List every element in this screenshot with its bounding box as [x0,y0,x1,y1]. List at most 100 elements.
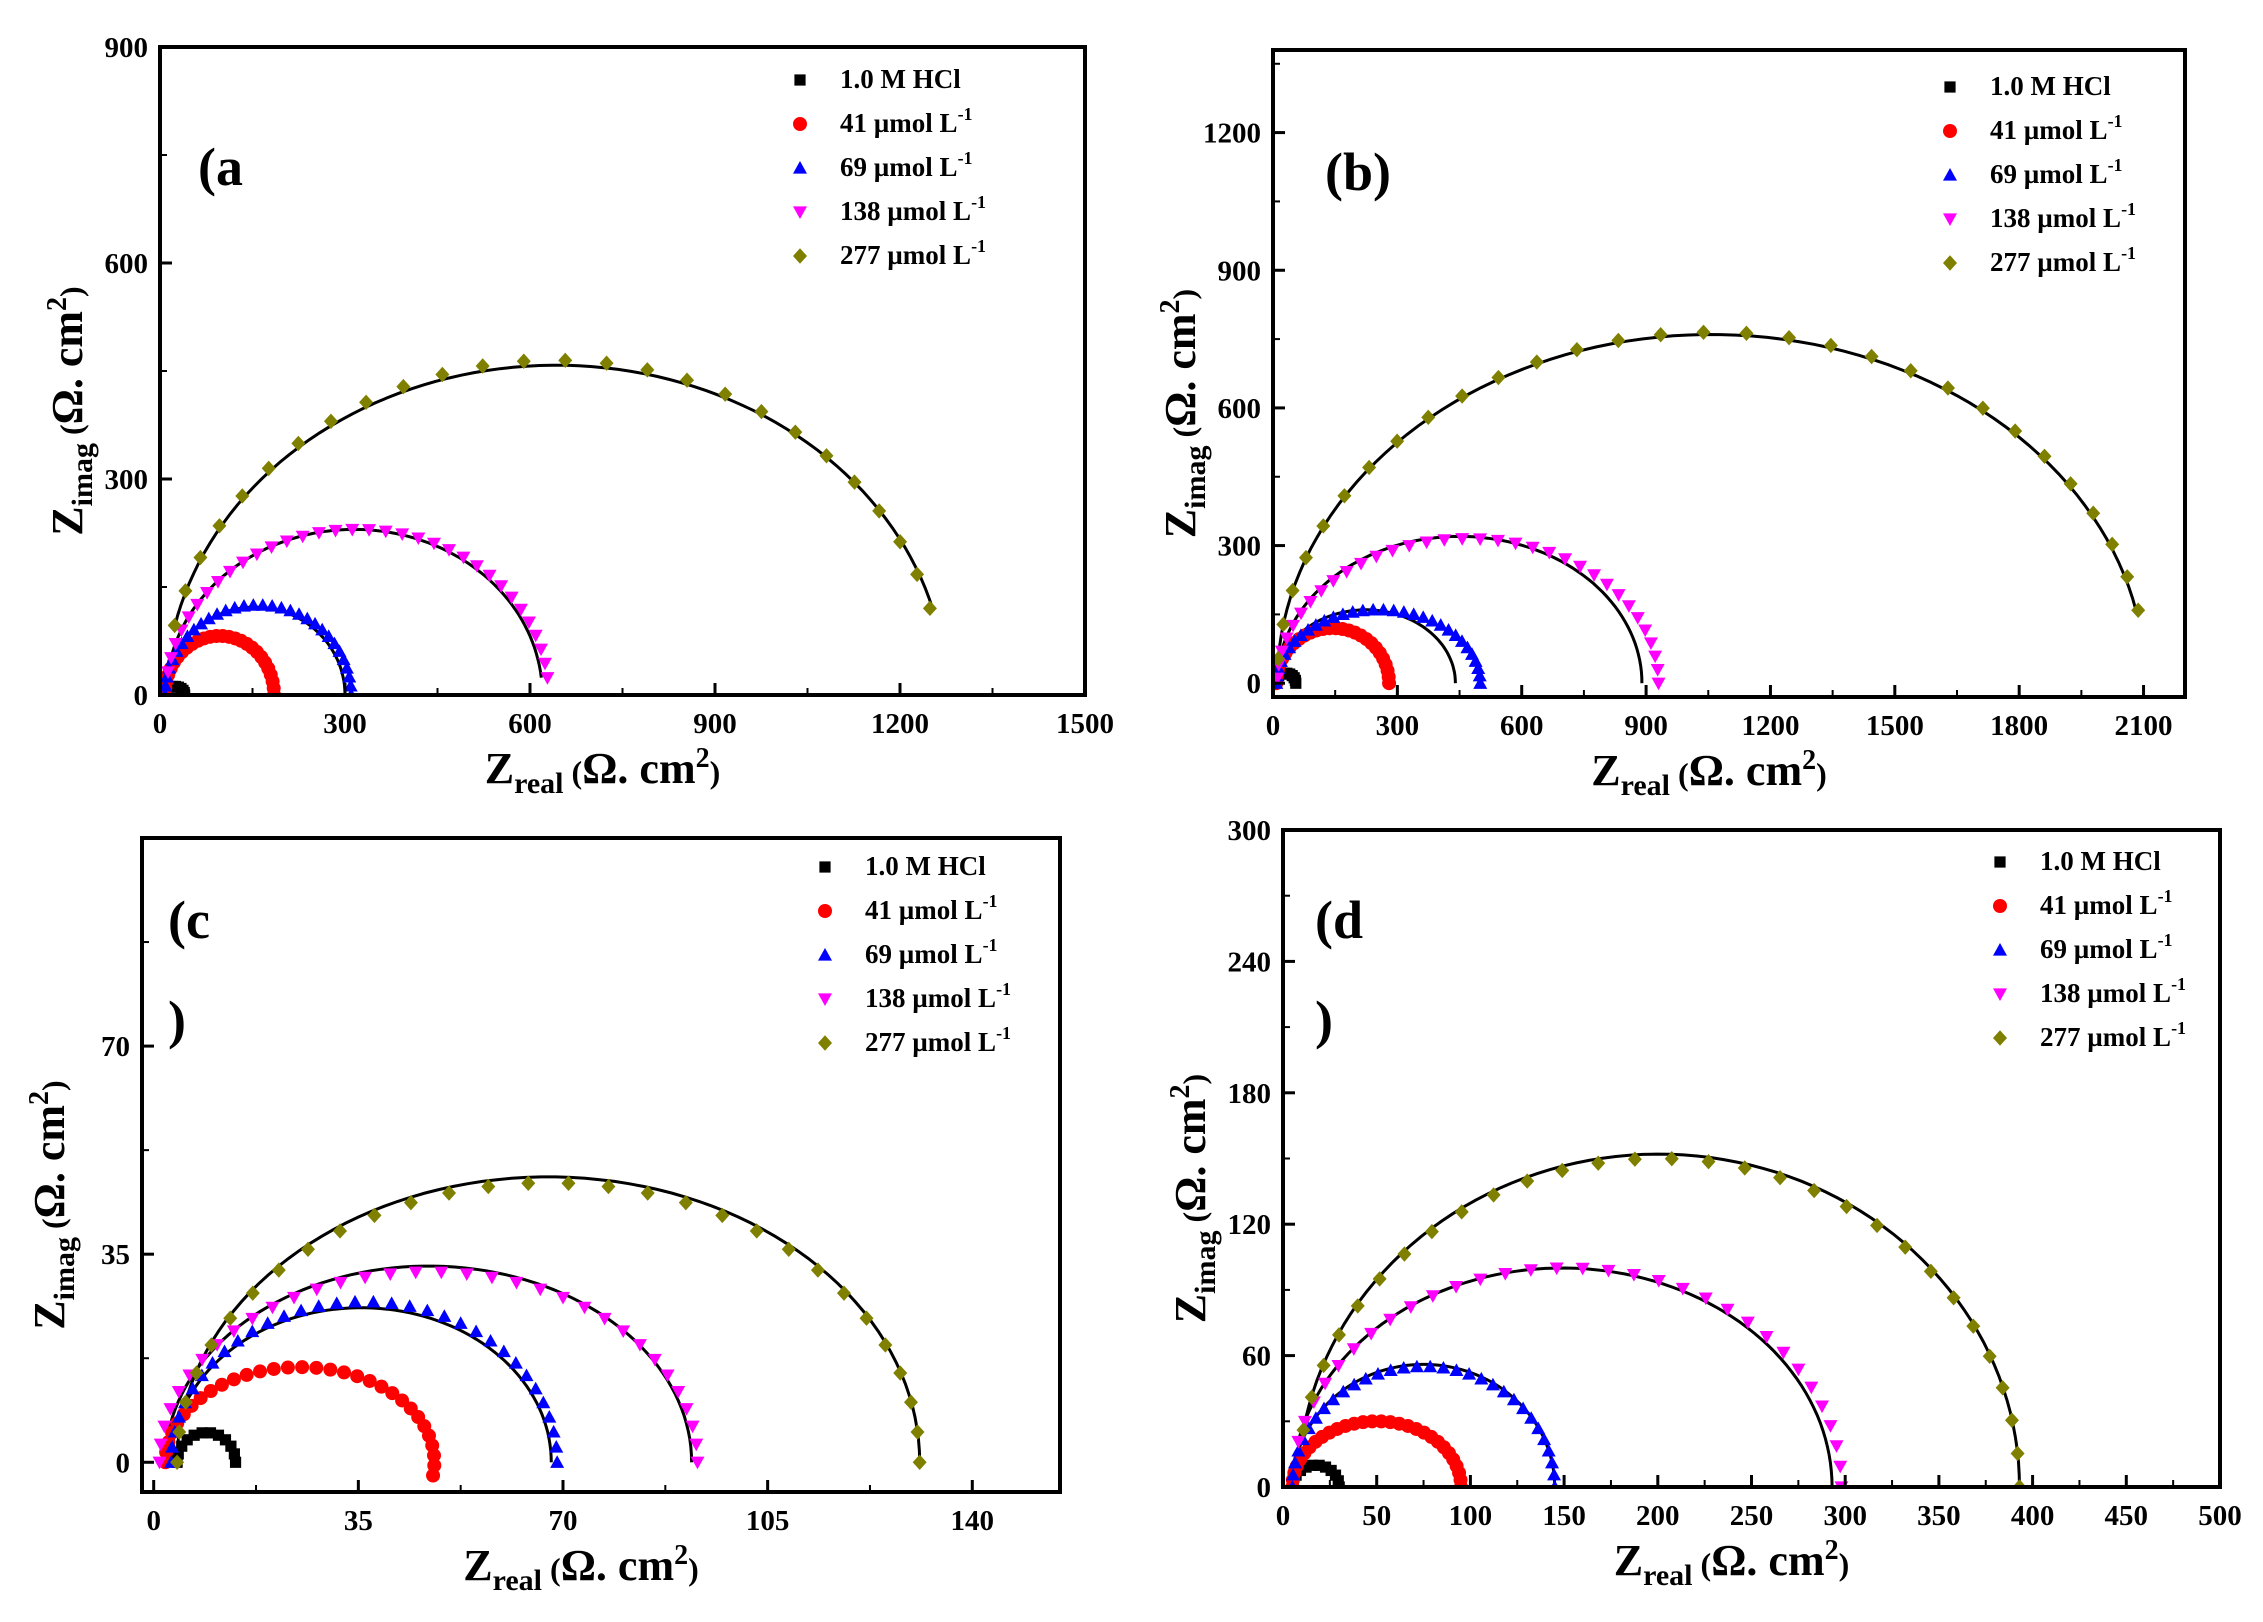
data-point-3-16 [1376,602,1391,616]
data-point-2-9 [395,1393,410,1408]
data-point-3-2 [1472,668,1487,682]
y-tick-label: 0 [1257,1472,1272,1504]
data-point-5-12 [1823,337,1838,354]
data-point-4-3 [534,643,549,657]
data-point-4-16 [1601,1264,1616,1278]
series-5 [1273,324,2146,667]
data-point-4-13 [533,1283,548,1297]
panel-label-paren: ) [1315,990,1333,1050]
data-point-3-15 [402,1299,417,1312]
data-point-4-29 [190,598,205,612]
data-point-5-27 [1332,1327,1347,1343]
data-point-3-2 [549,1440,564,1453]
fit-line-4 [173,363,935,627]
data-point-4-5 [671,1385,686,1399]
y-tick-label: 60 [1242,1341,1271,1373]
data-point-3-2 [1547,1467,1562,1481]
data-point-4-19 [383,1268,398,1281]
data-point-5-22 [235,488,250,504]
data-point-4-8 [1611,589,1626,602]
x-tick-label: 200 [1636,1500,1680,1532]
data-point-4-17 [362,524,377,537]
data-point-3-20 [311,1299,326,1312]
legend-marker [1944,81,1956,93]
data-point-4-25 [1339,566,1354,579]
data-point-5-28 [1316,1357,1331,1374]
data-point-3-3 [1545,1455,1560,1469]
data-point-5-11 [1864,348,1879,365]
data-point-1-6 [1313,1459,1325,1471]
data-point-2-12 [362,1373,377,1388]
panel-label-paren: ) [168,990,186,1050]
data-point-4-10 [469,560,484,573]
data-point-4-8 [1776,1346,1791,1360]
fit-line-1 [169,1306,553,1463]
y-tick-label: 35 [101,1239,130,1271]
data-point-3-6 [1460,640,1475,654]
data-point-5-26 [1350,1298,1365,1314]
data-point-4-26 [223,565,238,579]
data-point-4-26 [1326,575,1341,588]
data-point-5-22 [301,1241,316,1257]
data-point-3-25 [1293,628,1308,642]
data-point-3-25 [230,1333,245,1347]
data-point-5-2 [2120,569,2135,585]
legend-entry: 41 µmol L-1 [865,891,998,925]
y-tick-label: 300 [105,464,149,496]
data-point-5-23 [1390,433,1405,449]
data-point-3-23 [1308,618,1323,631]
data-point-4-16 [1490,534,1505,548]
data-point-4-2 [1833,1460,1848,1474]
data-point-5-24 [1362,459,1377,476]
data-point-4-1 [540,672,555,685]
x-tick-label: 900 [1624,710,1668,742]
data-point-5-3 [903,1394,918,1410]
panel-label: (c [168,890,210,950]
data-point-4-3 [1648,650,1663,664]
data-point-5-19 [1529,354,1544,370]
x-tick-label: 70 [548,1505,577,1537]
data-point-3-10 [308,616,323,630]
x-axis-label: Zreal (Ω. cm2) [1591,745,1827,802]
data-point-3-12 [453,1316,468,1329]
data-point-3-22 [1347,1377,1362,1391]
data-point-3-26 [1287,634,1302,647]
data-point-2-20 [253,1364,268,1379]
data-point-3-20 [1335,607,1350,620]
series-3 [160,598,358,695]
data-point-4-28 [200,587,215,600]
data-point-5-22 [1454,1204,1469,1220]
data-point-5-4 [1995,1380,2010,1396]
data-point-2-15 [323,1362,338,1377]
data-point-4-26 [1364,1327,1379,1341]
x-tick-label: 300 [1376,710,1420,742]
data-point-4-3 [685,1420,700,1434]
data-point-3-5 [1537,1432,1552,1446]
data-point-5-6 [1966,1318,1981,1334]
data-point-4-23 [264,541,279,555]
legend-marker [819,861,831,873]
data-point-3-7 [1524,1411,1539,1424]
data-point-4-25 [236,556,251,570]
data-point-4-4 [1643,637,1658,650]
data-point-3-24 [245,1324,260,1338]
legend-entry: 1.0 M HCl [2040,846,2161,876]
y-tick-label: 1200 [1203,118,1261,150]
legend-marker [818,904,832,918]
data-point-1-9 [181,1434,193,1446]
data-point-5-3 [2105,536,2120,553]
data-point-5-21 [1455,388,1470,404]
x-tick-label: 140 [951,1505,995,1537]
x-tick-label: 300 [1823,1500,1867,1532]
x-tick-label: 50 [1362,1500,1391,1532]
data-point-4-5 [1815,1400,1830,1414]
data-point-5-6 [819,448,834,464]
data-point-5-7 [1946,1290,1961,1306]
series-5 [167,352,937,634]
plot-area [152,1175,927,1483]
data-point-4-25 [1383,1313,1398,1327]
data-point-3-13 [1406,607,1421,620]
data-point-5-8 [810,1262,825,1278]
data-point-4-15 [1626,1269,1641,1282]
data-point-5-30 [170,1454,185,1470]
